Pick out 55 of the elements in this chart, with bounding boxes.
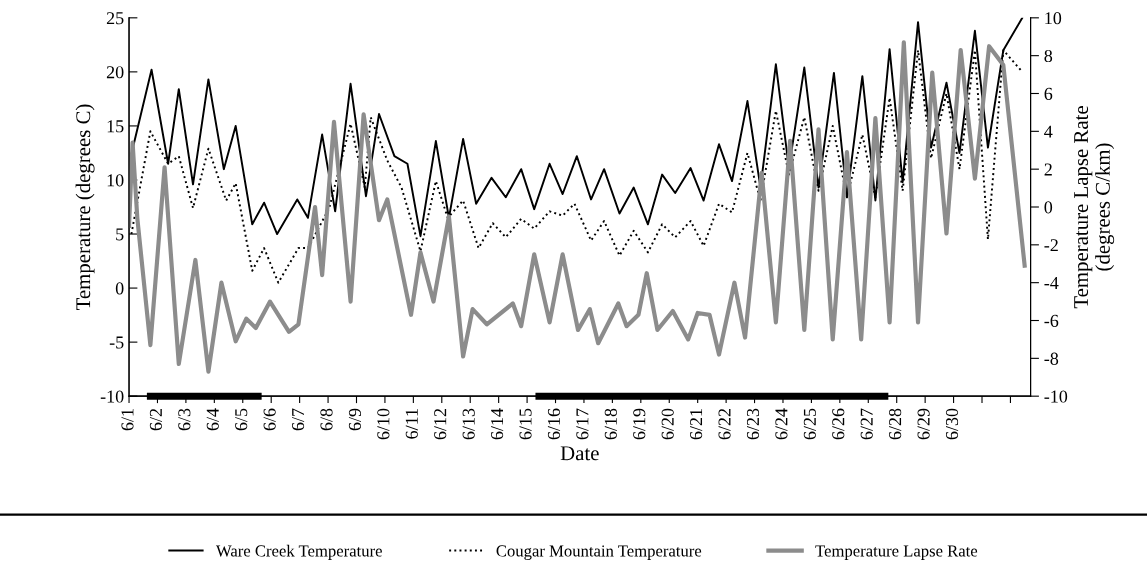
x-tick-label: 6/28 [889, 408, 902, 440]
x-tick-label: 6/1 [121, 409, 134, 431]
x-tick-label: 6/19 [633, 408, 646, 440]
x-axis-title: Date [560, 446, 599, 461]
x-tick-label: 6/24 [775, 408, 788, 440]
y2-tick-label: -2 [1044, 239, 1058, 252]
legend-label: Ware Creek Temperature [215, 544, 382, 560]
y-tick-label: 0 [115, 282, 124, 295]
x-tick-label: 6/21 [690, 409, 703, 440]
legend-label: Cougar Mountain Temperature [496, 545, 702, 560]
y2-tick-label: 0 [1044, 201, 1053, 214]
x-tick-label: 6/13 [462, 408, 475, 440]
x-tick-label: 6/15 [519, 408, 532, 440]
x-tick-label: 6/3 [178, 408, 191, 431]
y2-tick-label: 4 [1044, 125, 1053, 138]
y-tick-label: 25 [106, 12, 124, 25]
x-tick-label: 6/14 [491, 408, 504, 440]
y-tick-label: 15 [107, 120, 124, 133]
x-tick-label: 6/27 [860, 408, 873, 440]
y-tick-label: 20 [106, 66, 124, 79]
x-tick-label: 6/16 [547, 408, 561, 440]
y-tick-label: -10 [100, 390, 124, 403]
x-tick-label: 6/10 [377, 408, 390, 440]
x-tick-label: 6/22 [718, 408, 731, 440]
x-tick-label: 6/6 [263, 408, 276, 431]
y2-tick-label: -8 [1044, 352, 1059, 365]
y2-tick-label: 2 [1044, 163, 1052, 176]
y-axis-title: Temperature (degrees C) [75, 104, 95, 311]
y2-tick-label: -10 [1044, 390, 1068, 403]
x-tick-label: 6/2 [149, 408, 162, 431]
x-tick-label: 6/25 [803, 408, 816, 440]
x-tick-label: 6/9 [348, 408, 362, 431]
legend-label: Temperature Lapse Rate [815, 545, 978, 560]
y2-tick-label: -6 [1044, 314, 1059, 327]
x-tick-label: 6/5 [235, 408, 248, 431]
x-tick-label: 6/30 [945, 408, 959, 440]
y2-axis-title: Temperature Lapse Rate (degrees C/km) [1074, 106, 1115, 309]
y-tick-label: -5 [109, 336, 124, 349]
y2-tick-label: 10 [1045, 12, 1062, 25]
x-tick-label: 6/7 [292, 408, 305, 431]
x-tick-label: 6/20 [661, 408, 674, 440]
x-tick-label: 6/8 [320, 408, 333, 431]
x-tick-label: 6/18 [604, 408, 617, 440]
x-tick-label: 6/11 [405, 409, 418, 439]
x-tick-label: 6/23 [746, 408, 760, 440]
x-tick-label: 6/29 [917, 408, 930, 440]
y-tick-label: 10 [107, 174, 124, 187]
x-tick-label: 6/26 [832, 408, 845, 440]
y-tick-label: 5 [116, 228, 124, 241]
y2-tick-label: -4 [1044, 277, 1059, 289]
x-tick-label: 6/12 [434, 408, 447, 440]
x-tick-label: 6/17 [576, 408, 589, 440]
y2-tick-label: 8 [1044, 49, 1053, 63]
y2-tick-label: 6 [1044, 87, 1053, 100]
x-tick-label: 6/4 [206, 408, 219, 431]
